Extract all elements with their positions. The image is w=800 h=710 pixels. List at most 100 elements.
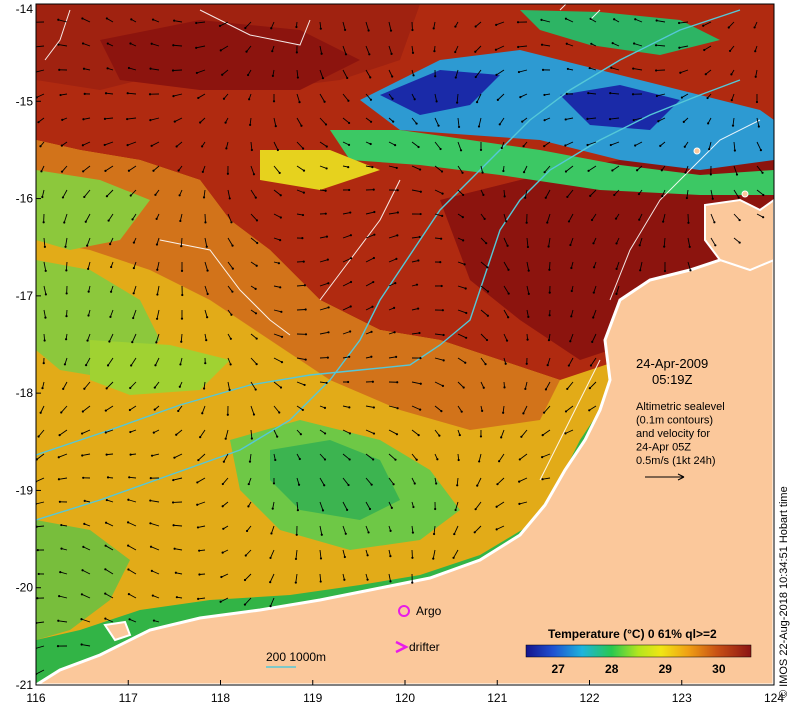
velocity-arrow-head — [440, 410, 443, 413]
velocity-arrow-head — [295, 533, 298, 536]
velocity-arrow-head — [196, 526, 200, 529]
velocity-arrow-head — [663, 269, 667, 273]
velocity-arrow — [196, 69, 206, 74]
velocity-arrow-head — [735, 173, 739, 176]
velocity-arrow-head — [81, 454, 84, 457]
velocity-arrow-head — [279, 286, 282, 289]
velocity-arrow — [154, 381, 160, 388]
velocity-arrow — [199, 117, 206, 123]
velocity-arrow — [365, 257, 375, 263]
velocity-arrow — [106, 189, 114, 197]
velocity-arrow — [733, 213, 740, 221]
velocity-arrow-head — [395, 166, 398, 170]
velocity-arrow — [250, 381, 257, 390]
velocity-arrow — [610, 92, 620, 95]
velocity-arrow-head — [230, 221, 233, 224]
velocity-arrow — [273, 357, 283, 363]
velocity-arrow-head — [589, 364, 593, 367]
velocity-arrow-head — [255, 219, 259, 222]
velocity-arrow — [296, 405, 304, 411]
velocity-arrow — [633, 68, 643, 71]
velocity-arrow-head — [392, 120, 395, 123]
velocity-arrow — [589, 405, 597, 411]
velocity-arrow — [296, 189, 305, 194]
velocity-arrow-head — [154, 193, 157, 196]
velocity-arrow-head — [419, 190, 422, 193]
velocity-arrow-head — [272, 100, 276, 103]
velocity-arrow — [545, 381, 551, 390]
velocity-arrow-head — [452, 556, 455, 559]
velocity-arrow-head — [250, 148, 253, 152]
velocity-arrow — [176, 141, 183, 147]
velocity-arrow-head — [411, 556, 414, 559]
velocity-arrow — [296, 69, 299, 78]
velocity-arrow — [150, 500, 160, 503]
velocity-arrow-head — [711, 197, 714, 200]
velocity-arrow — [296, 501, 299, 511]
velocity-arrow-head — [155, 317, 159, 320]
velocity-arrow-head — [522, 145, 525, 148]
velocity-arrow-head — [454, 25, 457, 28]
velocity-arrow — [342, 69, 348, 79]
velocity-arrow-head — [371, 166, 374, 169]
velocity-arrow-head — [459, 149, 463, 152]
velocity-arrow-head — [419, 382, 422, 385]
velocity-arrow-head — [105, 195, 109, 198]
velocity-arrow — [365, 429, 375, 434]
velocity-arrow — [36, 669, 45, 675]
velocity-arrow-head — [411, 531, 415, 534]
velocity-arrow — [433, 525, 436, 535]
velocity-arrow — [273, 309, 282, 313]
velocity-arrow — [542, 429, 551, 436]
velocity-arrow-head — [180, 245, 183, 248]
velocity-arrow — [156, 261, 160, 270]
velocity-arrow-head — [60, 411, 63, 414]
velocity-arrow-head — [611, 42, 614, 45]
velocity-arrow-head — [343, 578, 346, 581]
velocity-arrow-head — [368, 53, 371, 56]
velocity-arrow — [250, 213, 258, 221]
colorbar-tick-label: 29 — [659, 662, 673, 676]
velocity-arrow-head — [348, 458, 351, 461]
velocity-arrow — [365, 45, 370, 55]
velocity-arrow-head — [255, 362, 258, 366]
velocity-arrow-head — [485, 338, 489, 342]
velocity-arrow-head — [615, 292, 618, 295]
velocity-arrow-head — [256, 241, 259, 245]
velocity-arrow-head — [632, 118, 635, 122]
argo-marker — [398, 605, 410, 617]
velocity-arrow-head — [37, 435, 40, 438]
velocity-arrow — [129, 476, 137, 479]
velocity-arrow-head — [252, 173, 256, 176]
velocity-arrow-head — [495, 73, 498, 76]
velocity-arrow — [41, 189, 45, 198]
velocity-arrow — [457, 141, 462, 151]
velocity-arrow-head — [505, 220, 508, 223]
velocity-arrow — [474, 525, 482, 533]
velocity-arrow — [411, 165, 421, 170]
velocity-arrow-head — [639, 269, 642, 272]
velocity-arrow — [271, 525, 275, 534]
velocity-arrow-head — [222, 527, 225, 530]
velocity-arrow — [593, 285, 597, 293]
velocity-arrow — [496, 69, 505, 76]
velocity-arrow-head — [677, 21, 681, 25]
velocity-arrow-head — [347, 483, 350, 487]
velocity-arrow — [587, 141, 597, 146]
velocity-arrow-head — [654, 44, 658, 47]
velocity-arrow-head — [412, 74, 415, 77]
velocity-arrow-head — [343, 28, 347, 31]
velocity-arrow-head — [525, 362, 528, 365]
velocity-arrow-head — [106, 67, 109, 70]
velocity-arrow-head — [615, 267, 618, 270]
velocity-arrow — [219, 21, 229, 27]
velocity-arrow-head — [396, 407, 399, 410]
velocity-arrow-head — [319, 27, 322, 30]
velocity-arrow-head — [634, 144, 637, 147]
velocity-arrow-head — [221, 505, 224, 508]
velocity-arrow-head — [522, 412, 525, 415]
velocity-arrow-head — [370, 483, 373, 486]
velocity-arrow-head — [504, 362, 507, 365]
velocity-arrow-head — [348, 406, 351, 409]
